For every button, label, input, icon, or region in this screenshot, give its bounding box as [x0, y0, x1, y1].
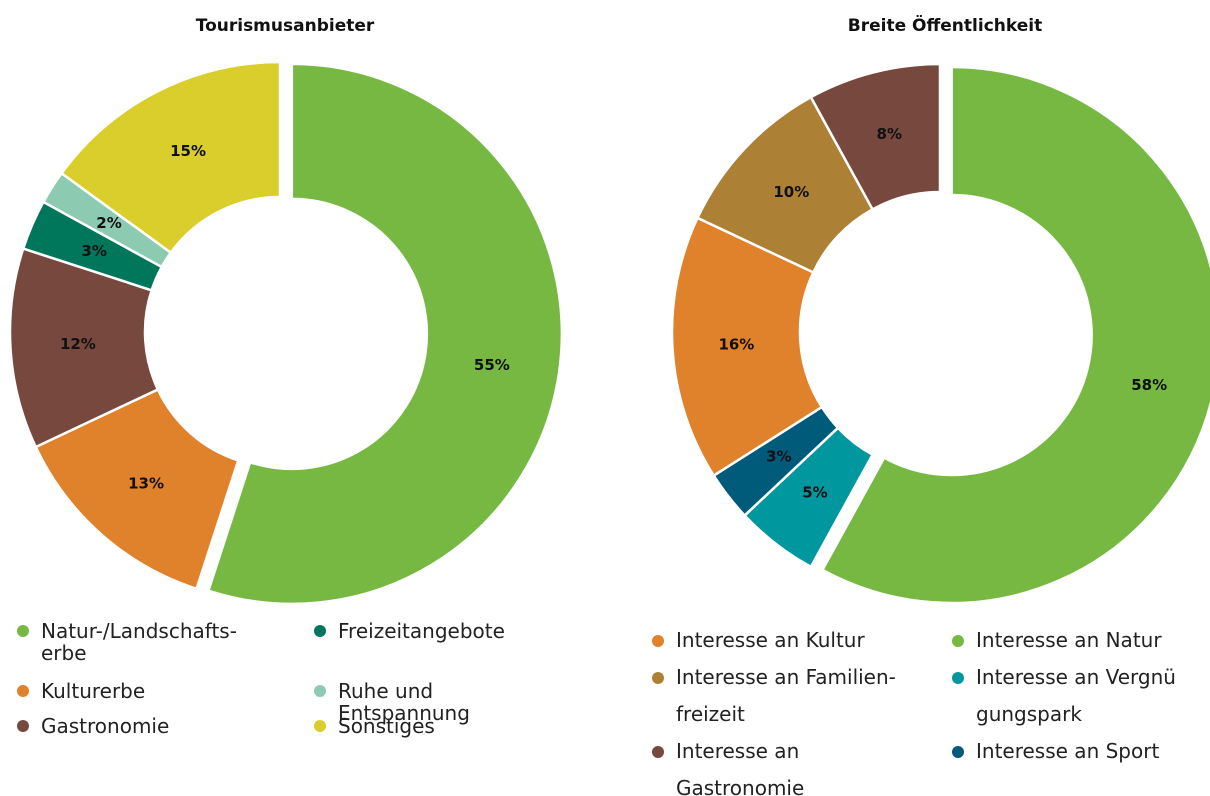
legend-swatch [952, 634, 964, 647]
legend-entry: Interesse an Vergnü gungspark [950, 659, 1176, 733]
legend-swatch [652, 671, 664, 684]
legend-label: Interesse an Gastronomie [676, 739, 805, 796]
legend-label: Natur-/Landschafts- erbe [41, 619, 237, 665]
legend-entry: Kulturerbe [15, 680, 145, 702]
legend-label: Ruhe und Entspannung [338, 679, 470, 725]
pie-slice [206, 62, 564, 606]
legend-entry: Interesse an Sport [950, 733, 1159, 770]
data-label: 8% [877, 125, 902, 143]
data-label: 16% [718, 335, 754, 353]
legend-swatch [17, 625, 29, 637]
chart-title: Breite Öffentlichkeit [847, 16, 1043, 36]
legend-label: Interesse an Familien- freizeit [676, 665, 896, 726]
data-label: 10% [773, 183, 809, 201]
legend-swatch [652, 634, 664, 647]
legend-label: Interesse an Natur [976, 628, 1162, 652]
legend-label: Interesse an Vergnü gungspark [976, 665, 1176, 726]
legend-entry: Interesse an Familien- freizeit [650, 659, 896, 733]
legend-swatch [17, 685, 29, 697]
data-label: 3% [766, 448, 791, 466]
data-label: 15% [170, 142, 206, 160]
legend-swatch [952, 745, 964, 758]
legend-entry: Natur-/Landschafts- erbe [15, 620, 237, 664]
legend-label: Interesse an Kultur [676, 628, 865, 652]
data-label: 55% [474, 356, 510, 374]
legend-swatch [314, 720, 326, 732]
pie-slice [34, 387, 240, 591]
data-label: 58% [1131, 376, 1167, 394]
legend-label: Gastronomie [41, 714, 170, 738]
data-label: 3% [81, 242, 106, 260]
legend-label: Interesse an Sport [976, 739, 1160, 763]
pie-slice [820, 65, 1210, 605]
legend-entry: Gastronomie [15, 715, 169, 737]
legend-swatch [314, 685, 326, 697]
legend-label: Freizeitangebote [338, 619, 505, 643]
legend-entry: Interesse an Kultur [650, 622, 865, 659]
legend-entry: Sonstiges [312, 715, 435, 737]
pie-slice [59, 60, 282, 255]
legend-swatch [17, 720, 29, 732]
legend-swatch [652, 745, 664, 758]
chart-title: Tourismusanbieter [195, 16, 375, 36]
data-label: 5% [802, 484, 827, 502]
pie-slice [670, 216, 824, 478]
legend-entry: Freizeitangebote [312, 620, 505, 642]
legend-swatch [952, 671, 964, 684]
pie-slice [809, 62, 942, 212]
legend-swatch [314, 625, 326, 637]
data-label: 2% [96, 214, 121, 232]
legend-entry: Ruhe und Entspannung [312, 680, 470, 724]
legend-entry: Interesse an Gastronomie [650, 733, 804, 796]
legend-entry: Interesse an Natur [950, 622, 1162, 659]
data-label: 12% [60, 335, 96, 353]
legend-label: Sonstiges [338, 714, 435, 738]
data-label: 13% [128, 474, 164, 492]
legend-label: Kulturerbe [41, 679, 146, 703]
